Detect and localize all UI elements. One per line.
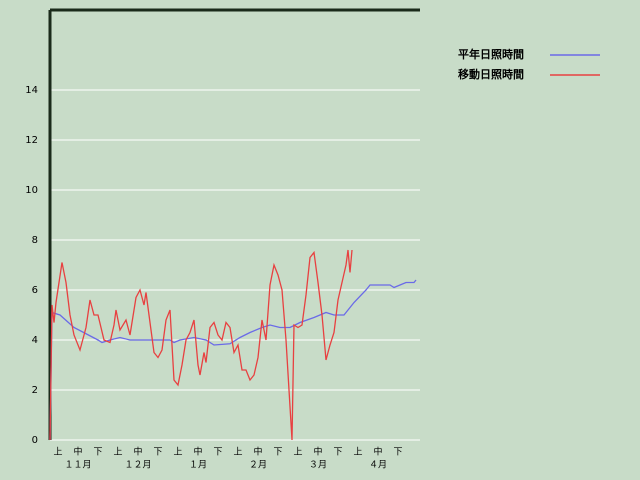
y-tick-label: 2 (32, 385, 38, 396)
x-tick-label: 上 (53, 447, 62, 458)
x-tick-label: 下 (393, 448, 402, 458)
x-tick-label: 中 (193, 446, 202, 458)
month-label: １２月 (124, 460, 151, 471)
legend-label: 平年日照時間 (458, 47, 524, 61)
y-tick-label: 8 (32, 235, 38, 246)
x-tick-label: 中 (133, 446, 142, 458)
x-tick-label: 下 (93, 448, 102, 458)
x-tick-label: 中 (313, 446, 322, 458)
x-tick-label: 中 (253, 446, 262, 458)
month-label: １月 (189, 460, 207, 471)
y-tick-label: 10 (25, 185, 38, 196)
x-tick-label: 上 (233, 447, 242, 458)
month-label: １１月 (64, 460, 91, 471)
x-tick-label: 上 (293, 447, 302, 458)
legend-label: 移動日照時間 (458, 67, 524, 81)
x-tick-label: 下 (273, 448, 282, 458)
x-tick-label: 中 (73, 446, 82, 458)
x-tick-label: 下 (333, 448, 342, 458)
x-tick-label: 上 (353, 447, 362, 458)
series-line (49, 249, 353, 441)
x-tick-label: 下 (153, 448, 162, 458)
y-tick-label: 14 (25, 85, 38, 96)
x-tick-label: 上 (173, 447, 182, 458)
month-label: ４月 (369, 460, 387, 471)
y-tick-label: 0 (32, 435, 38, 446)
x-tick-label: 中 (373, 446, 382, 458)
x-tick-label: 下 (213, 448, 222, 458)
y-tick-label: 4 (32, 335, 38, 346)
y-tick-label: 6 (32, 285, 38, 296)
month-label: ２月 (249, 460, 267, 471)
y-tick-label: 12 (25, 135, 38, 146)
series-line (49, 279, 417, 441)
month-label: ３月 (309, 460, 327, 471)
x-tick-label: 上 (113, 447, 122, 458)
